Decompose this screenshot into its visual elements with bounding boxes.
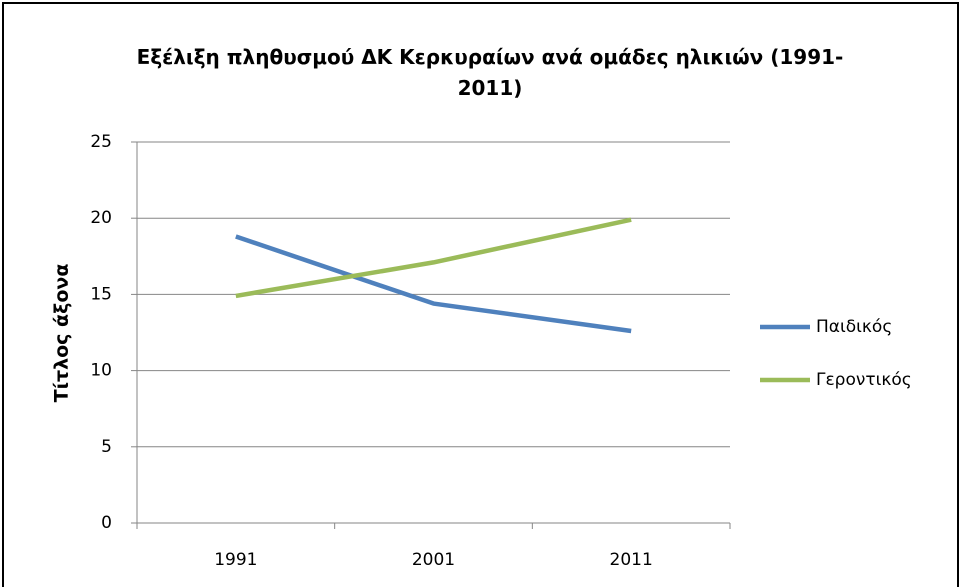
x-tick-label: 2001 <box>412 550 455 570</box>
y-axis-label: Τίτλος άξονα <box>51 264 73 403</box>
legend-label: Γεροντικός <box>816 370 912 390</box>
x-tick-label: 2011 <box>610 550 653 570</box>
y-tick-label: 5 <box>101 437 112 457</box>
y-tick-label: 0 <box>101 513 112 533</box>
x-tick-label: 1991 <box>214 550 257 570</box>
y-tick-label: 10 <box>90 361 112 381</box>
y-tick-label: 25 <box>90 132 112 152</box>
legend-label: Παιδικός <box>816 317 892 337</box>
chart-title: Εξέλιξη πληθυσμού ΔΚ Κερκυραίων ανά ομάδ… <box>136 45 844 100</box>
y-tick-label: 15 <box>90 284 112 304</box>
series-line <box>235 217 632 299</box>
y-tick-label: 20 <box>90 208 112 228</box>
series-line <box>235 234 632 334</box>
